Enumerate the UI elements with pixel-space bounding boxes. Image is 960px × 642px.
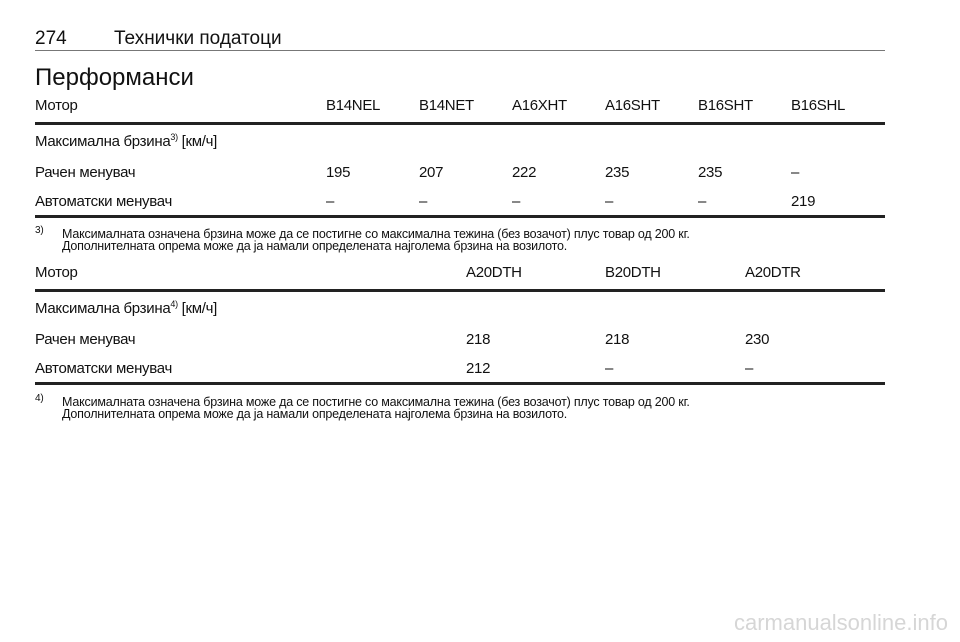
table-header: Мотор B14NEL B14NET A16XHT A16SHT B16SHT…	[35, 95, 885, 125]
column-header: B16SHT	[698, 97, 753, 114]
watermark: carmanualsonline.info	[733, 610, 948, 635]
footnote-3: 3) Максималната означена брзина може да …	[35, 225, 690, 253]
column-header: A16XHT	[512, 97, 567, 114]
table-row: Автоматски менувач – – – – –219	[35, 187, 885, 218]
column-header: A16SHT	[605, 97, 660, 114]
column-header: B20DTH	[605, 264, 661, 281]
performance-table-2: Мотор A20DTH B20DTH A20DTR Максимална бр…	[35, 262, 885, 385]
column-header: A20DTH	[466, 264, 522, 281]
column-header: Мотор	[35, 264, 78, 281]
column-header: A20DTR	[745, 264, 801, 281]
performance-table-1: Мотор B14NEL B14NET A16XHT A16SHT B16SHT…	[35, 95, 885, 218]
footnote-4: 4) Максималната означена брзина може да …	[35, 393, 690, 421]
column-header: B14NET	[419, 97, 474, 114]
table-row: Автоматски менувач 212– –	[35, 354, 885, 385]
group-row: Максимална брзина3) [км/ч]	[35, 125, 885, 157]
page-header: 274 Технички податоци	[35, 28, 885, 51]
group-row: Максимална брзина4) [км/ч]	[35, 292, 885, 324]
group-label: Максимална брзина3) [км/ч]	[35, 132, 218, 150]
table-row: Рачен менувач 218 218 230	[35, 330, 770, 348]
section-title: Технички податоци	[114, 28, 282, 49]
page-title: Перформанси	[35, 64, 194, 91]
table-row: Рачен менувач 195 207 222 235 235–	[35, 163, 800, 181]
table-header: Мотор A20DTH B20DTH A20DTR	[35, 262, 885, 292]
column-header: B16SHL	[791, 97, 846, 114]
page-number: 274	[35, 28, 67, 49]
column-header: B14NEL	[326, 97, 381, 114]
column-header: Мотор	[35, 97, 78, 114]
group-label: Максимална брзина4) [км/ч]	[35, 299, 218, 317]
